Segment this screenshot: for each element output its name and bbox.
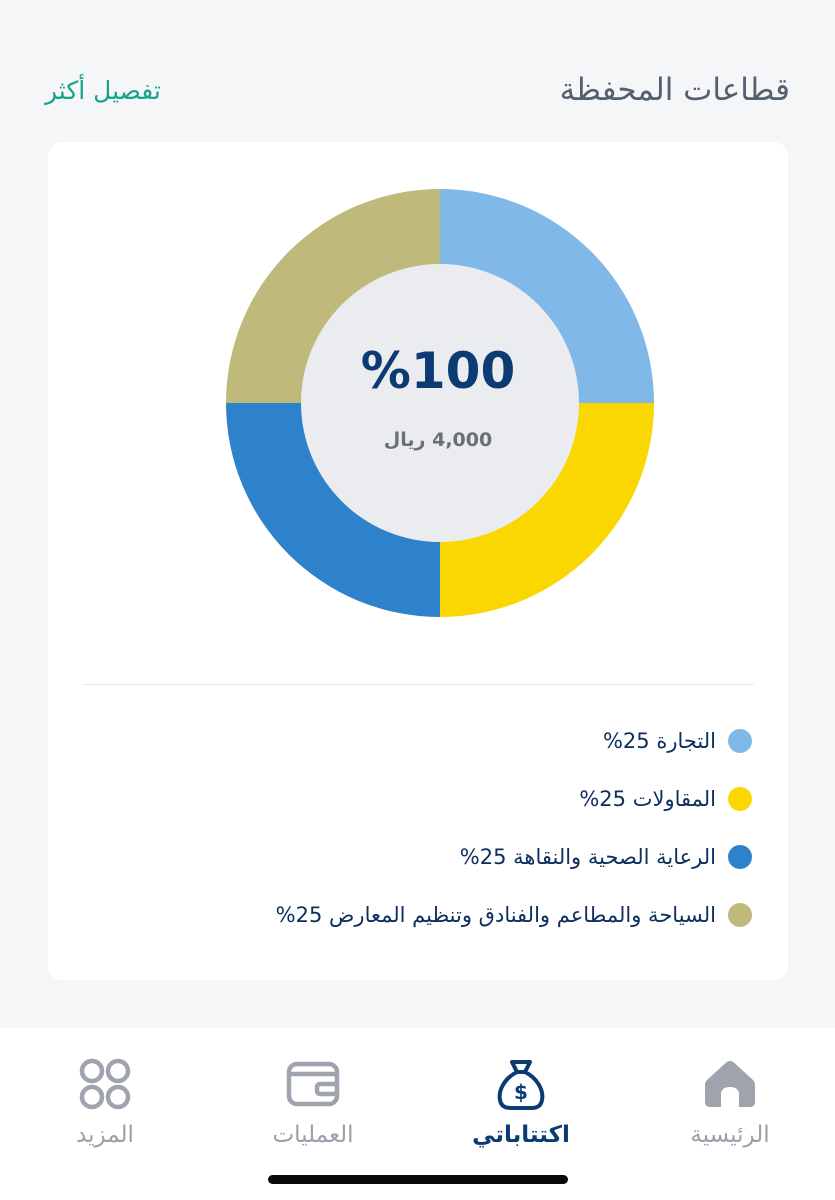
nav-operations[interactable]: العمليات <box>228 1056 398 1166</box>
wallet-icon <box>286 1061 340 1107</box>
portfolio-sectors-card: %100 4,000 ريال التجارة 25% المقاولات 25… <box>48 142 788 980</box>
legend-item: التجارة 25% <box>603 721 752 761</box>
legend-item: المقاولات 25% <box>579 779 752 819</box>
nav-operations-label: العمليات <box>272 1122 354 1148</box>
legend-dot <box>728 903 752 927</box>
nav-more[interactable]: المزيد <box>20 1056 190 1166</box>
legend-item: السياحة والمطاعم والفنادق وتنظيم المعارض… <box>276 895 752 935</box>
home-icon <box>705 1061 755 1107</box>
nav-home[interactable]: الرئيسية <box>645 1056 815 1166</box>
nav-subscriptions[interactable]: $ اكتتاباتي <box>436 1056 606 1166</box>
grid-icon <box>79 1058 131 1110</box>
svg-text:$: $ <box>514 1080 528 1104</box>
section-title: قطاعات المحفظة <box>559 72 790 108</box>
bottom-navigation: الرئيسية $ اكتتاباتي العمليات <box>0 1028 835 1200</box>
legend-label: السياحة والمطاعم والفنادق وتنظيم المعارض… <box>275 903 716 927</box>
donut-center-percent: %100 <box>360 342 516 400</box>
legend-dot <box>728 845 752 869</box>
nav-more-label: المزيد <box>76 1122 134 1148</box>
donut-center <box>301 264 579 542</box>
section-header: قطاعات المحفظة تفصيل أكثر <box>45 66 790 114</box>
legend-dot <box>728 729 752 753</box>
more-details-link[interactable]: تفصيل أكثر <box>45 75 161 105</box>
nav-subscriptions-label: اكتتاباتي <box>472 1122 570 1148</box>
donut-center-amount: 4,000 ريال <box>383 429 493 451</box>
nav-home-label: الرئيسية <box>690 1122 770 1148</box>
legend-label: التجارة 25% <box>602 729 716 753</box>
legend-dot <box>728 787 752 811</box>
divider <box>82 684 754 685</box>
money-bag-icon: $ <box>497 1060 545 1110</box>
donut-chart <box>226 189 654 617</box>
legend-label: الرعاية الصحية والنقاهة 25% <box>459 845 716 869</box>
legend-label: المقاولات 25% <box>579 787 716 811</box>
legend-item: الرعاية الصحية والنقاهة 25% <box>460 837 752 877</box>
top-page-indicator <box>380 0 450 2</box>
home-indicator <box>268 1175 568 1184</box>
